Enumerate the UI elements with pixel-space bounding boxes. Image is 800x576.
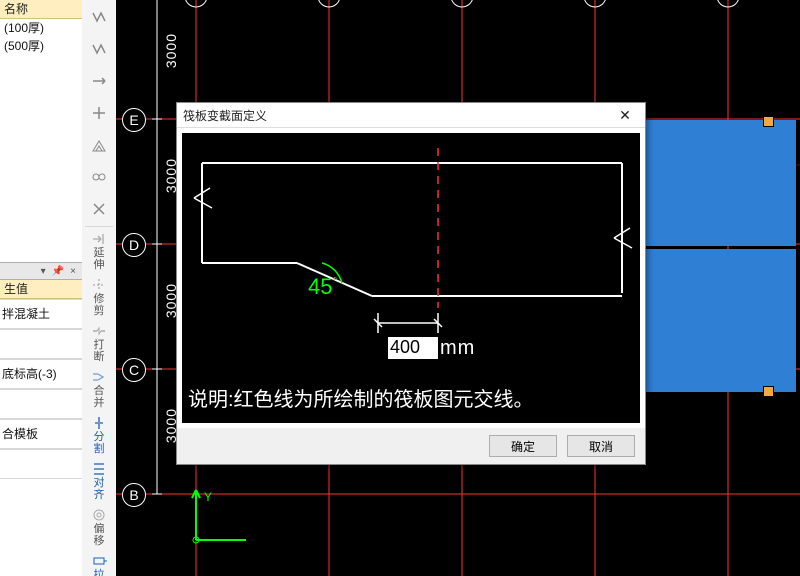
tool-7[interactable]: [84, 194, 114, 224]
tool-hebing[interactable]: 合并: [84, 367, 114, 411]
dialog-note: 说明:红色线为所绘制的筏板图元交线。: [188, 383, 534, 412]
axis-bubble: C: [122, 358, 146, 382]
panel-close-icon[interactable]: ×: [70, 266, 76, 277]
tree-item-0[interactable]: (100厚): [0, 19, 82, 37]
dialog-buttons: 确定 取消: [177, 428, 645, 464]
axis-bubble: D: [122, 233, 146, 257]
prop-row-0[interactable]: 拌混凝土: [0, 299, 82, 329]
cancel-button[interactable]: 取消: [567, 435, 635, 457]
axis-bubble: E: [122, 108, 146, 132]
tool-daduan[interactable]: 打断: [84, 321, 114, 365]
tool-lashen[interactable]: 拉伸: [84, 551, 114, 576]
width-unit: mm: [440, 337, 475, 360]
selected-region[interactable]: [646, 249, 796, 392]
panel-pin-row: ▾ 📌 ×: [0, 262, 82, 280]
selection-handle[interactable]: [763, 386, 774, 397]
selection-handle[interactable]: [763, 116, 774, 127]
pin-icon[interactable]: 📌: [52, 266, 64, 277]
width-input[interactable]: 400: [388, 337, 438, 359]
vertical-toolbar: 延伸修剪打断合并分割对齐偏移拉伸: [82, 0, 117, 576]
close-icon[interactable]: ✕: [611, 107, 639, 124]
dialog-titlebar[interactable]: 筏板变截面定义 ✕: [177, 103, 645, 128]
tool-5[interactable]: [84, 130, 114, 160]
angle-label: 45°: [308, 274, 337, 300]
property-panel: ▾ 📌 × 生值 拌混凝土 底标高(-3) 合模板: [0, 262, 82, 479]
tool-6[interactable]: [84, 162, 114, 192]
left-panel: 名称 (100厚) (500厚) ▾ 📌 × 生值 拌混凝土 底标高(-3) 合…: [0, 0, 83, 576]
tree-item-1[interactable]: (500厚): [0, 37, 82, 55]
y-axis-label: Y: [204, 490, 212, 504]
dropdown-icon[interactable]: ▾: [41, 266, 46, 277]
tool-2[interactable]: [84, 34, 114, 64]
tool-4[interactable]: [84, 98, 114, 128]
prop-row-3[interactable]: [0, 389, 82, 419]
tool-1[interactable]: [84, 2, 114, 32]
dialog-title: 筏板变截面定义: [183, 107, 267, 124]
selected-region[interactable]: [646, 120, 796, 246]
tool-duiqi[interactable]: 对齐: [84, 459, 114, 503]
prop-row-2[interactable]: 底标高(-3): [0, 359, 82, 389]
prop-row-4[interactable]: 合模板: [0, 419, 82, 449]
tool-yanshene[interactable]: 延伸: [84, 229, 114, 273]
prop-col-header: 生值: [0, 280, 82, 299]
ok-button[interactable]: 确定: [489, 435, 557, 457]
dialog-diagram: [182, 133, 640, 423]
prop-row-1[interactable]: [0, 329, 82, 359]
dialog-canvas: 45° 400 mm 说明:红色线为所绘制的筏板图元交线。: [182, 133, 640, 423]
prop-row-5[interactable]: [0, 449, 82, 479]
dialog-body: 45° 400 mm 说明:红色线为所绘制的筏板图元交线。: [177, 128, 645, 428]
tool-pianyi[interactable]: 偏移: [84, 505, 114, 549]
tool-3[interactable]: [84, 66, 114, 96]
section-dialog: 筏板变截面定义 ✕ 45° 400 mm 说明:红色线为所绘制的筏板图元交线。 …: [176, 102, 646, 465]
dimension-text: 3000: [163, 33, 179, 68]
tool-xiujian[interactable]: 修剪: [84, 275, 114, 319]
axis-bubble: B: [122, 483, 146, 507]
tool-fenge[interactable]: 分割: [84, 413, 114, 457]
tree-header: 名称: [0, 0, 82, 19]
